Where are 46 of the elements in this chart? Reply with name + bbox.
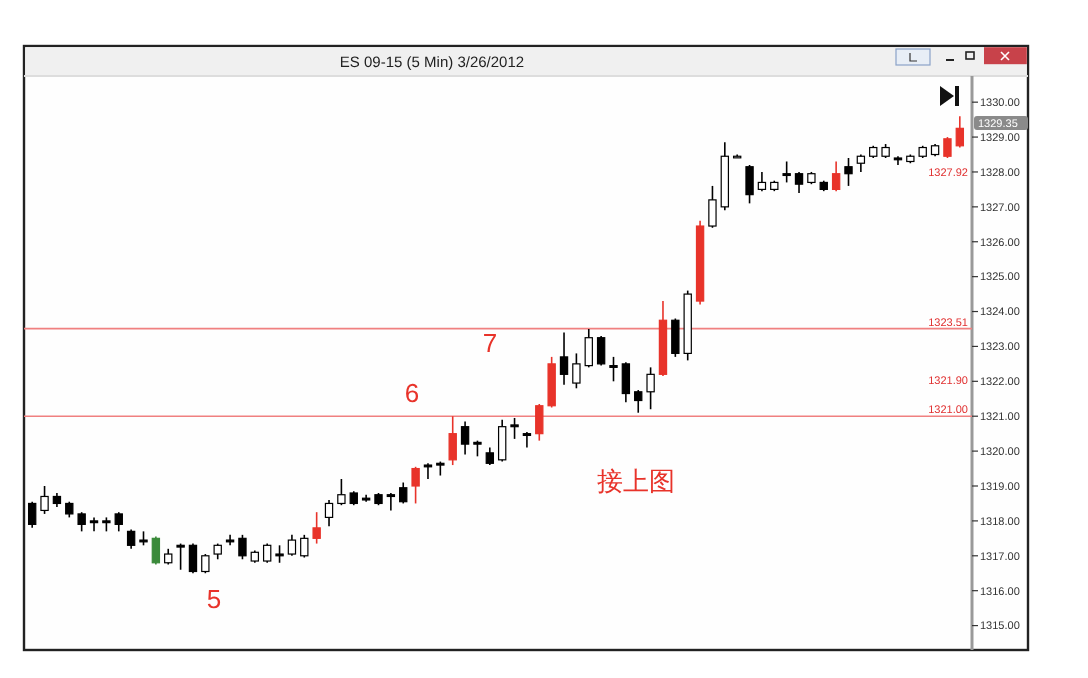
candlestick	[176, 542, 185, 571]
candlestick	[497, 418, 507, 463]
candlestick	[460, 420, 470, 456]
candlestick	[188, 542, 198, 575]
candlestick	[448, 415, 457, 466]
candlestick	[757, 171, 767, 192]
candlestick	[423, 462, 433, 480]
candlestick	[324, 499, 334, 527]
candlestick	[386, 492, 396, 512]
candlestick	[955, 115, 965, 149]
candlestick	[40, 485, 49, 515]
annotation: 接上图	[597, 466, 675, 496]
annotation: 6	[404, 378, 420, 408]
candlestick	[831, 160, 841, 192]
annotation: 7	[482, 328, 498, 358]
candlestick	[745, 164, 754, 205]
candlestick	[300, 534, 309, 559]
candlestick	[510, 417, 519, 440]
candlestick	[126, 528, 136, 550]
candlestick	[89, 516, 99, 533]
candlestick	[584, 328, 593, 369]
candlestick	[411, 466, 420, 505]
candlestick	[287, 534, 297, 557]
candlestick	[844, 157, 853, 187]
candlestick	[312, 511, 321, 545]
annotation: 5	[206, 584, 222, 614]
candlestick	[27, 500, 37, 529]
candlestick	[114, 511, 123, 533]
candlestick	[559, 331, 569, 386]
candlestick	[572, 352, 581, 390]
candlestick	[646, 366, 655, 411]
candlestick	[708, 185, 717, 229]
candlestick	[609, 356, 618, 383]
candlestick	[782, 160, 791, 184]
candlestick	[399, 481, 408, 505]
candlestick	[238, 534, 247, 561]
candlestick	[596, 335, 606, 367]
candlestick	[151, 535, 161, 566]
candlestick	[201, 553, 210, 575]
candlestick	[522, 431, 532, 449]
candlestick	[621, 361, 631, 404]
candlestick	[943, 136, 952, 159]
candlestick	[337, 478, 346, 506]
candlestick	[262, 542, 272, 564]
candlestick	[634, 389, 643, 414]
candlestick	[794, 171, 804, 194]
